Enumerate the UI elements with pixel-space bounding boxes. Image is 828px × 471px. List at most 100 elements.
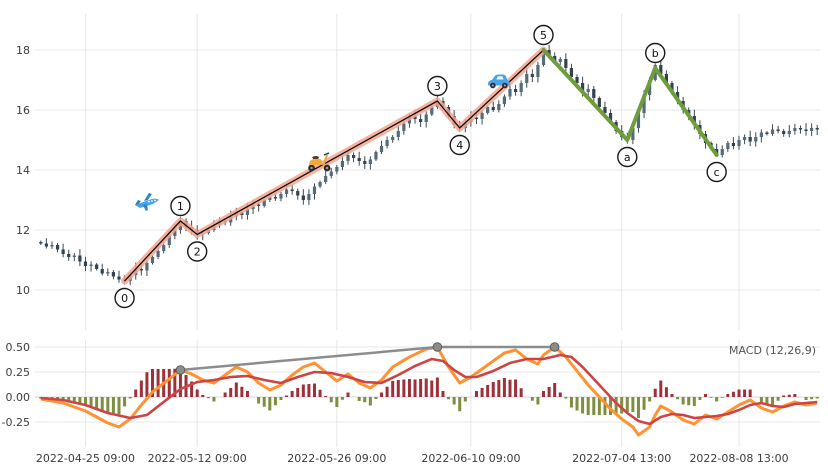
x-tick-label: 2022-05-26 09:00 xyxy=(287,452,386,465)
candle-body xyxy=(486,107,490,113)
wave-label-text-5: 5 xyxy=(540,29,547,42)
macd-histogram-bar xyxy=(223,392,227,397)
candle-body xyxy=(581,83,585,92)
divergence-dot xyxy=(549,342,560,352)
car-icon xyxy=(487,74,510,89)
macd-histogram-bar xyxy=(229,388,233,397)
wave-label-text-4: 4 xyxy=(456,139,463,152)
macd-histogram-bar xyxy=(201,395,205,397)
candle-body xyxy=(810,128,814,131)
macd-histogram-bar xyxy=(776,397,780,401)
macd-histogram-bar xyxy=(810,397,814,400)
candle-body xyxy=(782,131,786,134)
candle-body xyxy=(396,131,400,137)
macd-histogram-bar xyxy=(793,394,797,397)
macd-histogram-bar xyxy=(748,389,752,397)
wave-label-text-0: 0 xyxy=(121,292,128,305)
macd-histogram-bar xyxy=(257,397,261,404)
macd-histogram-bar xyxy=(285,395,289,397)
candle-body xyxy=(279,194,283,199)
candle-body xyxy=(798,128,803,130)
candle-body xyxy=(374,152,378,160)
airplane-icon xyxy=(134,193,159,211)
x-tick-label: 2022-04-25 09:00 xyxy=(36,452,135,465)
macd-histogram-bar xyxy=(380,392,384,397)
candle-body xyxy=(519,83,523,92)
wave-label-text-c: c xyxy=(714,166,720,179)
wave-label-circle-a xyxy=(617,146,638,168)
candle-body xyxy=(564,59,568,68)
macd-histogram-bar xyxy=(111,397,115,414)
candle-body xyxy=(385,140,389,146)
macd-histogram-bar xyxy=(212,397,216,402)
macd-histogram-bar xyxy=(67,397,71,403)
candle-body xyxy=(804,129,808,131)
macd-histogram-bar xyxy=(564,397,568,399)
macd-histogram-bar xyxy=(653,388,657,397)
wave-label-circle-c xyxy=(706,161,727,183)
candle-body xyxy=(670,83,674,92)
macd-histogram-bar xyxy=(301,384,305,397)
candle-body xyxy=(765,132,769,134)
macd-histogram-bar xyxy=(687,397,691,406)
candle-body xyxy=(547,50,551,56)
macd-histogram-bar xyxy=(39,397,43,399)
macd-histogram-bar xyxy=(391,381,395,397)
macd-histogram-bar xyxy=(145,372,149,397)
macd-histogram-bar xyxy=(430,380,434,397)
candle-body xyxy=(245,209,250,215)
macd-histogram-bar xyxy=(558,392,562,397)
wave-label-text-2: 2 xyxy=(194,245,201,258)
wave-label-circle-b xyxy=(645,42,666,64)
macd-histogram-bar xyxy=(486,385,490,397)
macd-histogram-bar xyxy=(441,391,445,397)
candle-body xyxy=(419,119,423,122)
candle-body xyxy=(592,89,596,98)
candle-body xyxy=(759,132,763,137)
candle-body xyxy=(586,89,590,92)
candle-body xyxy=(642,95,646,113)
macd-y-tick-label: 0.00 xyxy=(6,391,31,404)
candle-body xyxy=(290,189,294,191)
macd-histogram-bar xyxy=(508,379,512,397)
macd-histogram-bar xyxy=(424,378,428,397)
macd-histogram-bar xyxy=(268,397,272,411)
divergence-dot xyxy=(432,342,443,352)
macd-histogram-bar xyxy=(234,382,238,397)
macd-histogram-bar xyxy=(491,382,495,397)
macd-histogram-bar xyxy=(245,391,249,397)
macd-histogram-bar xyxy=(173,368,177,397)
candle-body xyxy=(351,155,356,158)
macd-histogram-bar xyxy=(530,397,534,401)
candle-body xyxy=(491,107,495,110)
macd-histogram-bar xyxy=(413,379,417,397)
macd-y-tick-label: 0.50 xyxy=(6,341,31,354)
macd-histogram-bar xyxy=(547,387,551,397)
candle-body xyxy=(553,56,557,62)
macd-histogram-bar xyxy=(128,397,132,399)
candle-body xyxy=(815,128,819,130)
macd-histogram-bar xyxy=(648,397,652,402)
macd-histogram-bar xyxy=(597,397,601,415)
macd-histogram-bar xyxy=(709,397,713,398)
candle-body xyxy=(44,243,48,247)
candle-body xyxy=(117,276,121,280)
candle-body xyxy=(150,257,155,263)
candle-body xyxy=(368,159,372,164)
macd-histogram-bar xyxy=(514,379,518,397)
candle-body xyxy=(513,89,518,92)
candle-body xyxy=(324,176,328,182)
macd-histogram-bar xyxy=(614,397,618,414)
candle-body xyxy=(474,117,479,119)
macd-histogram-bar xyxy=(452,397,456,405)
candle-body xyxy=(67,254,71,257)
candle-body xyxy=(575,77,579,83)
wave-label-text-b: b xyxy=(652,47,659,60)
macd-histogram-bar xyxy=(698,397,702,400)
macd-histogram-bar xyxy=(123,397,127,407)
macd-histogram-bar xyxy=(106,397,110,412)
candle-body xyxy=(530,74,534,77)
macd-histogram-bar xyxy=(642,397,646,410)
